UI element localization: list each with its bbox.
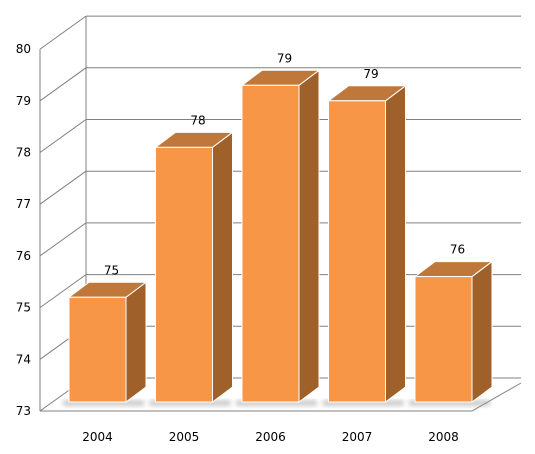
bar-shadow: [322, 400, 404, 406]
bar-shadows: [63, 400, 490, 406]
y-tick-label: 76: [16, 249, 31, 263]
floor-edge: [40, 382, 522, 412]
y-tick-label: 80: [16, 42, 31, 56]
y-tick-label: 73: [16, 404, 31, 418]
data-label: 78: [190, 113, 205, 127]
bar-side: [471, 260, 493, 403]
bar: [155, 146, 213, 403]
data-label: 76: [450, 243, 465, 257]
y-tick-label: 78: [16, 146, 31, 160]
data-label: 79: [277, 51, 292, 65]
x-tick-label: 2008: [428, 430, 459, 444]
gridline-diagonal: [39, 15, 87, 50]
bar-side: [385, 84, 406, 403]
bar-side: [212, 131, 233, 403]
labels: 73 74 75 76 77 78 79 80 75 2004 78 2005 79 2006 79 2007…: [16, 42, 465, 444]
y-tick-label: 75: [16, 301, 31, 315]
gridline-diagonal: [39, 170, 87, 205]
x-tick-label: 2007: [342, 430, 373, 444]
bar-side: [298, 69, 320, 403]
bar-side: [125, 281, 147, 403]
bar-shadow: [149, 400, 231, 406]
bar-shadow: [63, 400, 144, 406]
bar: [241, 84, 300, 403]
gridline-diagonal: [39, 67, 87, 102]
bar-shadow: [236, 400, 317, 406]
x-tick-label: 2006: [255, 430, 286, 444]
data-label: 75: [104, 263, 119, 277]
x-tick-label: 2004: [82, 430, 113, 444]
y-tick-label: 74: [16, 352, 31, 366]
y-tick-label: 79: [16, 94, 31, 108]
bars: [67, 69, 494, 403]
gridline-diagonal: [39, 222, 87, 257]
bar-shadow: [409, 400, 490, 406]
bar: [68, 296, 127, 403]
data-label: 79: [363, 67, 378, 81]
x-tick-label: 2005: [169, 430, 200, 444]
gridline-diagonal: [39, 274, 87, 309]
y-tick-label: 77: [16, 197, 31, 211]
bar: [328, 100, 386, 403]
bar: [414, 276, 473, 403]
gridline-diagonal: [39, 119, 87, 153]
